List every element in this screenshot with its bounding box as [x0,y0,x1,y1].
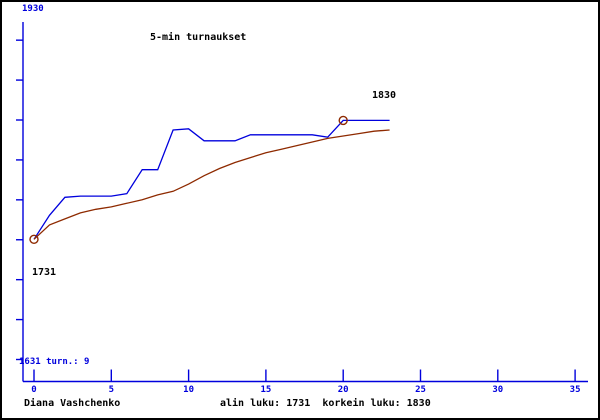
x-tick-label: 0 [31,385,37,395]
x-tick-label: 25 [415,385,426,395]
x-tick-label: 5 [108,385,115,395]
chart-title: 5-min turnaukset [150,32,247,43]
y-axis-top-label: 1930 [22,4,44,14]
marker-1731 [29,234,39,245]
rating-summary: alin luku: 1731 korkein luku: 1830 [220,398,431,409]
x-tick-label: 20 [337,385,349,395]
x-tick-label: 15 [260,385,272,395]
series-running-average [33,129,390,240]
y-axis-bottom-label: 1631 turn.: 9 [19,357,90,367]
x-tick-label: 10 [183,385,195,395]
start-rating-label: 1731 [32,267,57,278]
player-name: Diana Vashchenko [24,398,121,409]
marker-1830 [338,115,348,126]
x-tick-label: 35 [569,385,581,395]
series-rating [33,119,390,240]
x-tick-label: 30 [492,385,504,395]
max-rating-label: 1830 [372,90,397,101]
